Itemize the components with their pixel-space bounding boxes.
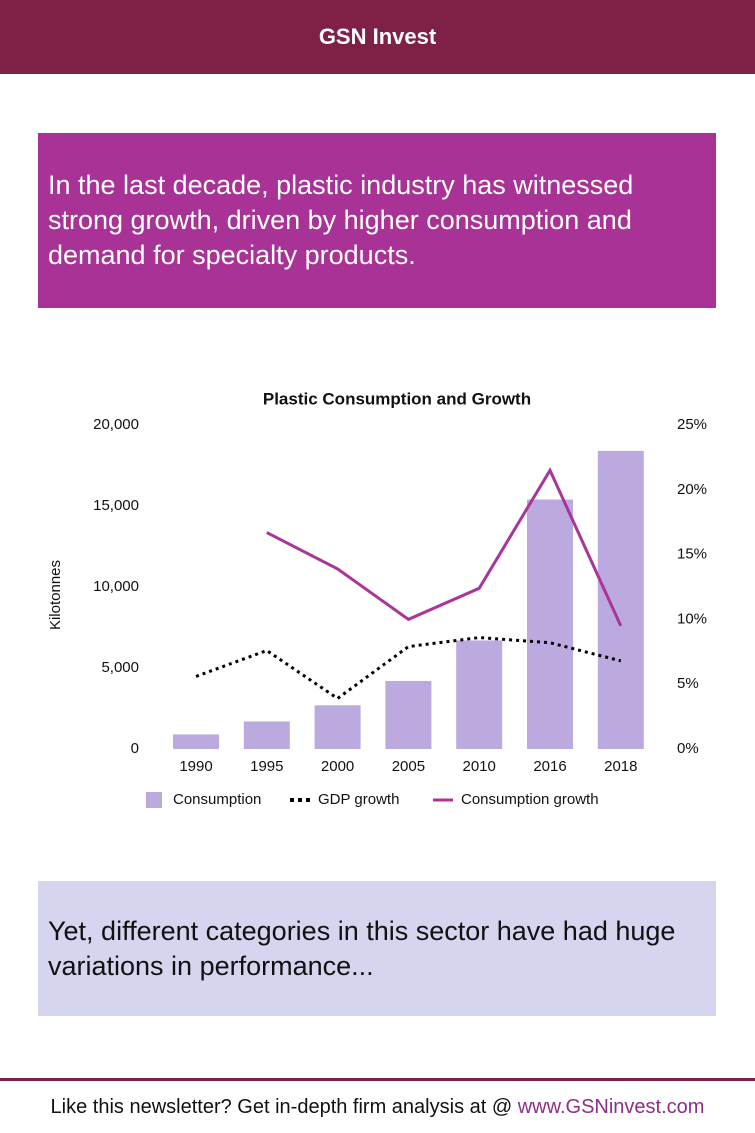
x-tick-label: 2018: [604, 758, 637, 775]
bar: [243, 721, 290, 749]
footer: Like this newsletter? Get in-depth firm …: [0, 1078, 755, 1132]
legend-label: Consumption: [173, 791, 261, 808]
y-tick-label: 5,000: [101, 659, 139, 676]
y2-tick-label: 15%: [677, 546, 707, 563]
bar: [597, 450, 644, 749]
y-tick-label: 20,000: [93, 416, 139, 433]
bar: [314, 705, 361, 749]
x-tick-label: 2000: [321, 758, 354, 775]
x-tick-label: 2010: [463, 758, 496, 775]
x-tick-label: 2016: [533, 758, 566, 775]
y-tick-label: 0: [131, 740, 139, 757]
outro-text: Yet, different categories in this sector…: [38, 881, 716, 1016]
y2-tick-label: 5%: [677, 675, 699, 692]
y2-tick-label: 25%: [677, 416, 707, 433]
y-tick-label: 15,000: [93, 497, 139, 514]
y2-tick-label: 10%: [677, 610, 707, 627]
x-tick-label: 1995: [250, 758, 283, 775]
header-title: GSN Invest: [0, 0, 755, 74]
bar: [527, 499, 573, 749]
x-tick-label: 2005: [392, 758, 425, 775]
y-tick-label: 10,000: [93, 578, 139, 595]
chart-title: Plastic Consumption and Growth: [263, 389, 531, 408]
bar: [385, 680, 432, 749]
y2-tick-label: 0%: [677, 740, 699, 757]
legend-label: Consumption growth: [461, 791, 599, 808]
bar: [456, 640, 503, 749]
legend-label: GDP growth: [318, 791, 399, 808]
line: [266, 467, 623, 627]
y-axis-label: Kilotonnes: [47, 560, 64, 630]
chart: Plastic Consumption and Growth Kilotonne…: [47, 389, 707, 808]
footer-text: Like this newsletter? Get in-depth firm …: [50, 1096, 513, 1118]
y2-tick-label: 20%: [677, 481, 707, 498]
bar: [173, 734, 219, 749]
x-tick-label: 1990: [179, 758, 212, 775]
legend-swatch: [146, 792, 162, 808]
footer-link[interactable]: www.GSNinvest.com: [517, 1096, 705, 1118]
intro-text: In the last decade, plastic industry has…: [38, 133, 716, 308]
